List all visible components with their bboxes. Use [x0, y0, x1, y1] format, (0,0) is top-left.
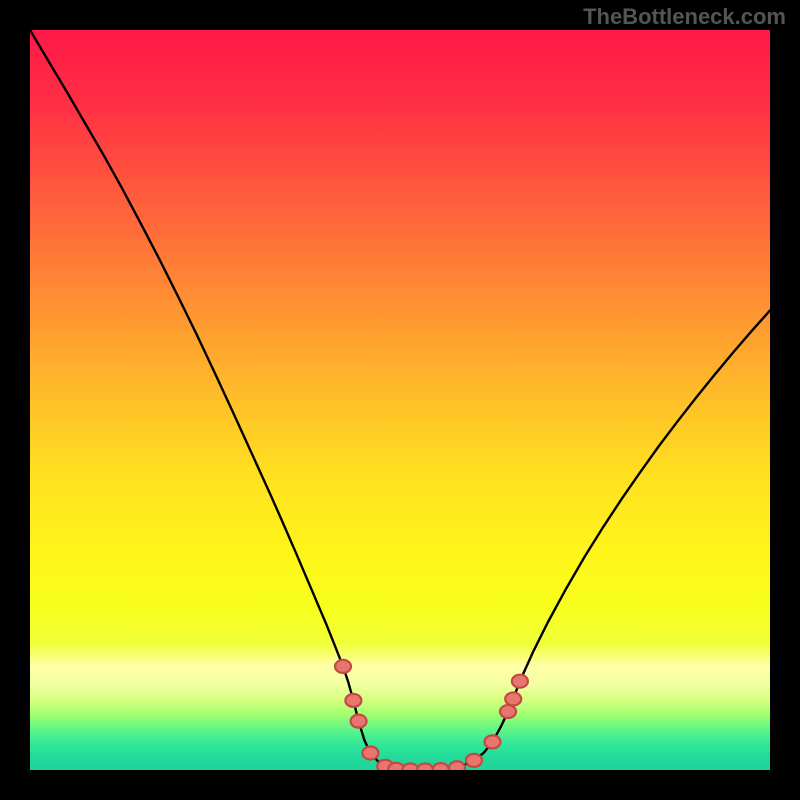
- bottleneck-curve: [30, 30, 770, 770]
- plot-area: [30, 30, 770, 770]
- marker-point: [335, 660, 351, 673]
- marker-point: [351, 715, 367, 728]
- marker-point: [512, 675, 528, 688]
- curve-layer: [30, 30, 770, 770]
- watermark-text: TheBottleneck.com: [583, 4, 786, 30]
- marker-point: [345, 694, 361, 707]
- marker-point: [505, 692, 521, 705]
- marker-point: [402, 764, 418, 771]
- marker-point: [500, 705, 516, 718]
- marker-point: [417, 764, 433, 771]
- marker-point: [449, 761, 465, 770]
- marker-point: [485, 735, 501, 748]
- marker-point: [433, 763, 449, 770]
- chart-stage: TheBottleneck.com: [0, 0, 800, 800]
- curve-markers: [335, 660, 528, 770]
- marker-point: [466, 754, 482, 767]
- marker-point: [362, 746, 378, 759]
